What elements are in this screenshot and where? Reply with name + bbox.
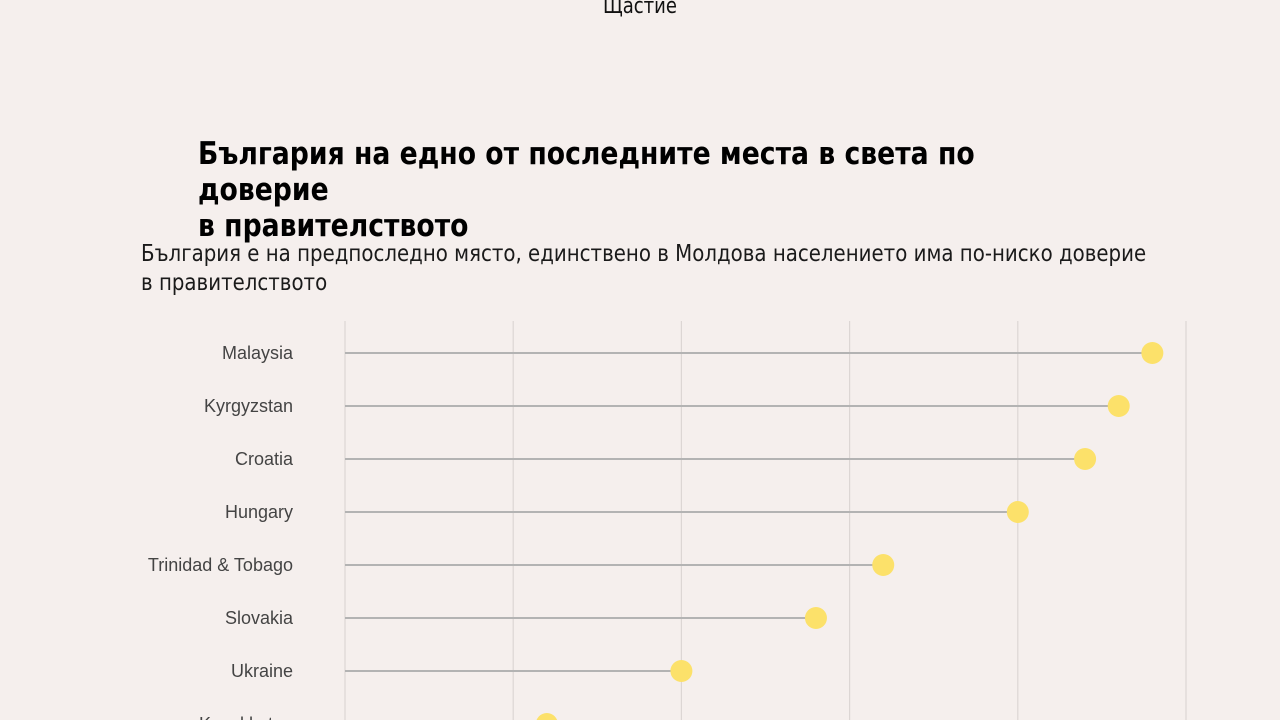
chart-subtitle: България е на предпоследно място, единст… xyxy=(141,241,1147,296)
category-label: Slovakia xyxy=(225,608,294,628)
lollipop-dot xyxy=(1006,501,1029,523)
category-label-layer: Malaysia Kyrgyzstan Croatia Hungary Trinidad… xyxy=(148,343,294,720)
lollipop-dot xyxy=(804,607,827,629)
lollipop-dot xyxy=(872,554,895,576)
category-label: Kazakhstan xyxy=(199,714,293,720)
chart-title: България на едно от последните места в с… xyxy=(198,136,975,244)
lollipop-dot xyxy=(536,713,558,720)
dot-layer xyxy=(536,342,1164,720)
category-label: Kyrgyzstan xyxy=(204,396,293,416)
page-top-label: Щастие xyxy=(602,0,678,19)
category-label: Malaysia xyxy=(222,343,294,363)
category-label: Hungary xyxy=(225,502,293,522)
lollipop-dot xyxy=(1074,448,1097,470)
category-label: Croatia xyxy=(235,449,294,469)
grid-layer xyxy=(344,321,1187,720)
stem-layer xyxy=(345,352,1153,672)
category-label: Ukraine xyxy=(231,661,293,681)
lollipop-dot xyxy=(1107,395,1130,417)
category-label: Trinidad & Tobago xyxy=(148,555,293,575)
lollipop-dot xyxy=(1141,342,1164,364)
lollipop-dot xyxy=(670,660,693,682)
